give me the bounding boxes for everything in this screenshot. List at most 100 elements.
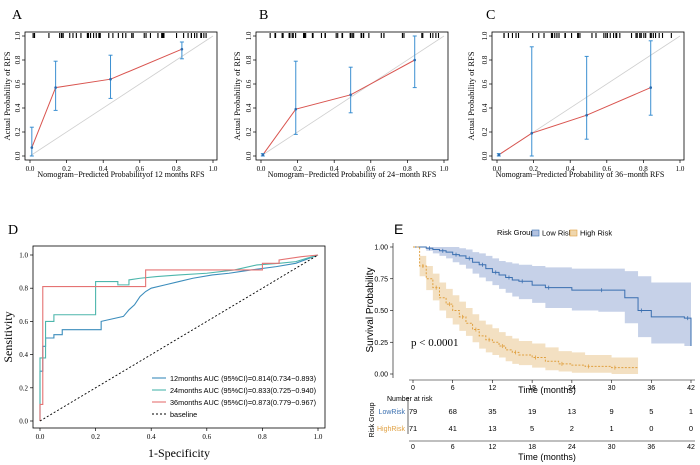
panel-c-y-ticks: 0.0 0.2 0.4 0.6 0.8 1.0 bbox=[481, 31, 492, 160]
panel-b-ylabel: Actual Probability of RFS bbox=[232, 51, 242, 140]
panel-d-frame bbox=[32, 245, 326, 429]
y-tick-label: 1.00 bbox=[374, 245, 388, 252]
legend-label: 12months AUC (95%CI)=0.814(0.734−0.893) bbox=[170, 374, 316, 383]
panel-label-a: A bbox=[12, 8, 23, 23]
x-tick-label: 0.2 bbox=[293, 165, 302, 173]
y-tick-label: 1.0 bbox=[19, 252, 28, 260]
y-tick-label: 0.0 bbox=[481, 151, 489, 160]
calibration-point bbox=[109, 77, 112, 81]
x-tick-label: 0.2 bbox=[529, 165, 538, 173]
risk-count: 5 bbox=[530, 424, 534, 433]
risk-x-tick-label: 6 bbox=[451, 444, 455, 451]
risk-table-ylabel: Risk Group bbox=[369, 402, 376, 437]
x-tick-label: 0.8 bbox=[258, 433, 267, 441]
x-tick-label: 1.0 bbox=[676, 165, 685, 173]
panel-e-legend-title: Risk Group bbox=[497, 228, 535, 237]
panel-d-y-ticks: 0.0 0.2 0.4 0.6 0.8 1.0 bbox=[19, 252, 33, 426]
risk-count: 13 bbox=[568, 407, 576, 416]
calibration-point bbox=[54, 86, 57, 89]
y-tick-label: 0.2 bbox=[245, 127, 253, 136]
x-tick-label: 0.6 bbox=[202, 433, 211, 441]
y-tick-label: 0.4 bbox=[19, 351, 28, 359]
panel-c-xlabel: Nomogram−Predicted Probability of 36−mon… bbox=[496, 170, 665, 179]
panel-e-legend: Low Risk High Risk bbox=[531, 229, 612, 238]
legend-label: 36months AUC (95%CI)=0.873(0.779−0.967) bbox=[170, 398, 316, 407]
y-tick-label: 1.0 bbox=[14, 31, 22, 40]
y-tick-label: 0.00 bbox=[374, 372, 388, 379]
panel-e-xlabel: Time (months) bbox=[518, 385, 576, 395]
risk-count: 35 bbox=[488, 407, 496, 416]
risk-x-tick-label: 42 bbox=[687, 444, 695, 451]
panel-b-marks bbox=[260, 35, 417, 157]
panel-a-xlabel: Nomogram−Predicted Probabilityof 12 mont… bbox=[37, 170, 204, 179]
x-tick-label: 6 bbox=[451, 385, 455, 392]
legend-label: 24months AUC (95%CI)=0.833(0.725−0.940) bbox=[170, 386, 316, 395]
calibration-point bbox=[30, 146, 34, 149]
panel-a-ylabel: Actual Probability of RFS bbox=[2, 51, 12, 140]
calibration-point bbox=[649, 86, 653, 89]
panel-c-frame bbox=[491, 31, 685, 161]
legend-swatch bbox=[531, 229, 540, 237]
x-tick-label: 0.4 bbox=[147, 433, 156, 441]
roc-curve bbox=[39, 254, 319, 421]
y-tick-label: 0.6 bbox=[14, 79, 22, 88]
calibration-point bbox=[585, 113, 588, 117]
panel-b-rug bbox=[269, 33, 440, 38]
y-tick-label: 0.2 bbox=[19, 384, 28, 392]
risk-count: 68 bbox=[449, 407, 457, 416]
survival-curve bbox=[413, 246, 639, 369]
calibration-point bbox=[413, 58, 417, 62]
x-tick-label: 0.0 bbox=[26, 165, 35, 173]
y-tick-label: 0.6 bbox=[481, 79, 489, 88]
calibration-line bbox=[31, 48, 183, 148]
panel-e-marks bbox=[413, 246, 692, 374]
risk-count: 79 bbox=[409, 407, 417, 416]
panel-b-ideal-line bbox=[260, 35, 445, 157]
x-tick-label: 0.2 bbox=[62, 165, 71, 173]
panel-c-ylabel: Actual Probability of RFS bbox=[466, 51, 476, 140]
y-tick-label: 0.2 bbox=[14, 127, 22, 136]
baseline-line bbox=[39, 254, 319, 422]
panel-b-frame bbox=[255, 31, 449, 161]
risk-count: 1 bbox=[689, 407, 693, 416]
panel-a-frame bbox=[24, 31, 218, 161]
risk-x-tick-label: 30 bbox=[608, 444, 616, 451]
y-tick-label: 0.50 bbox=[374, 308, 388, 315]
x-tick-label: 0.8 bbox=[172, 165, 181, 173]
panel-d-marks bbox=[39, 254, 319, 422]
x-tick-label: 0.6 bbox=[135, 165, 144, 173]
y-tick-label: 1.0 bbox=[245, 31, 253, 40]
risk-count: 19 bbox=[528, 407, 536, 416]
risk-table-body: LowRisk 79 68 35 19 13 9 5 1 HighRisk 71 41 13 5 2 1 0 0 0… bbox=[377, 407, 695, 451]
panel-label-d: D bbox=[8, 223, 18, 238]
x-tick-label: 1.0 bbox=[314, 433, 323, 441]
risk-count: 2 bbox=[570, 424, 574, 433]
x-tick-label: 42 bbox=[687, 385, 695, 392]
panel-a-ideal-line bbox=[29, 35, 214, 157]
panel-c-rug bbox=[503, 33, 672, 38]
panel-e-kaplan-meier: E Risk Group Low Risk High Risk 0.000.250… bbox=[365, 221, 695, 462]
y-tick-label: 0.4 bbox=[481, 103, 489, 112]
risk-count: 5 bbox=[649, 407, 653, 416]
y-tick-label: 0.8 bbox=[14, 55, 22, 64]
panel-a-calibration-12m: A 0.00.20.40.60.81.0 0.0 0.2 0.4 0.6 0.8 1.0 … bbox=[2, 8, 218, 179]
panel-label-e: E bbox=[394, 221, 403, 237]
x-tick-label: 0.4 bbox=[99, 165, 108, 173]
legend-label: baseline bbox=[170, 410, 197, 419]
x-tick-label: 0.2 bbox=[91, 433, 100, 441]
risk-table-xlabel: Time (months) bbox=[518, 452, 576, 462]
x-tick-label: 0.6 bbox=[366, 165, 375, 173]
y-tick-label: 0.8 bbox=[19, 285, 28, 293]
panel-e-ylabel: Survival Probability bbox=[365, 267, 376, 352]
x-tick-label: 0.0 bbox=[493, 165, 502, 173]
calibration-point bbox=[349, 93, 352, 97]
panel-b-calibration-24m: B 0.00.20.40.60.81.0 0.0 0.2 0.4 0.6 0.8 1.0 … bbox=[232, 8, 449, 179]
panel-e-pvalue: p < 0.0001 bbox=[411, 337, 458, 349]
panel-c-x-ticks: 0.0 0.2 0.4 0.6 0.8 1.0 bbox=[493, 160, 685, 173]
x-tick-label: 0.4 bbox=[566, 165, 575, 173]
panel-a-marks bbox=[29, 41, 184, 157]
risk-count: 0 bbox=[649, 424, 653, 433]
x-tick-label: 0.0 bbox=[36, 433, 45, 441]
x-tick-label: 24 bbox=[568, 385, 576, 392]
